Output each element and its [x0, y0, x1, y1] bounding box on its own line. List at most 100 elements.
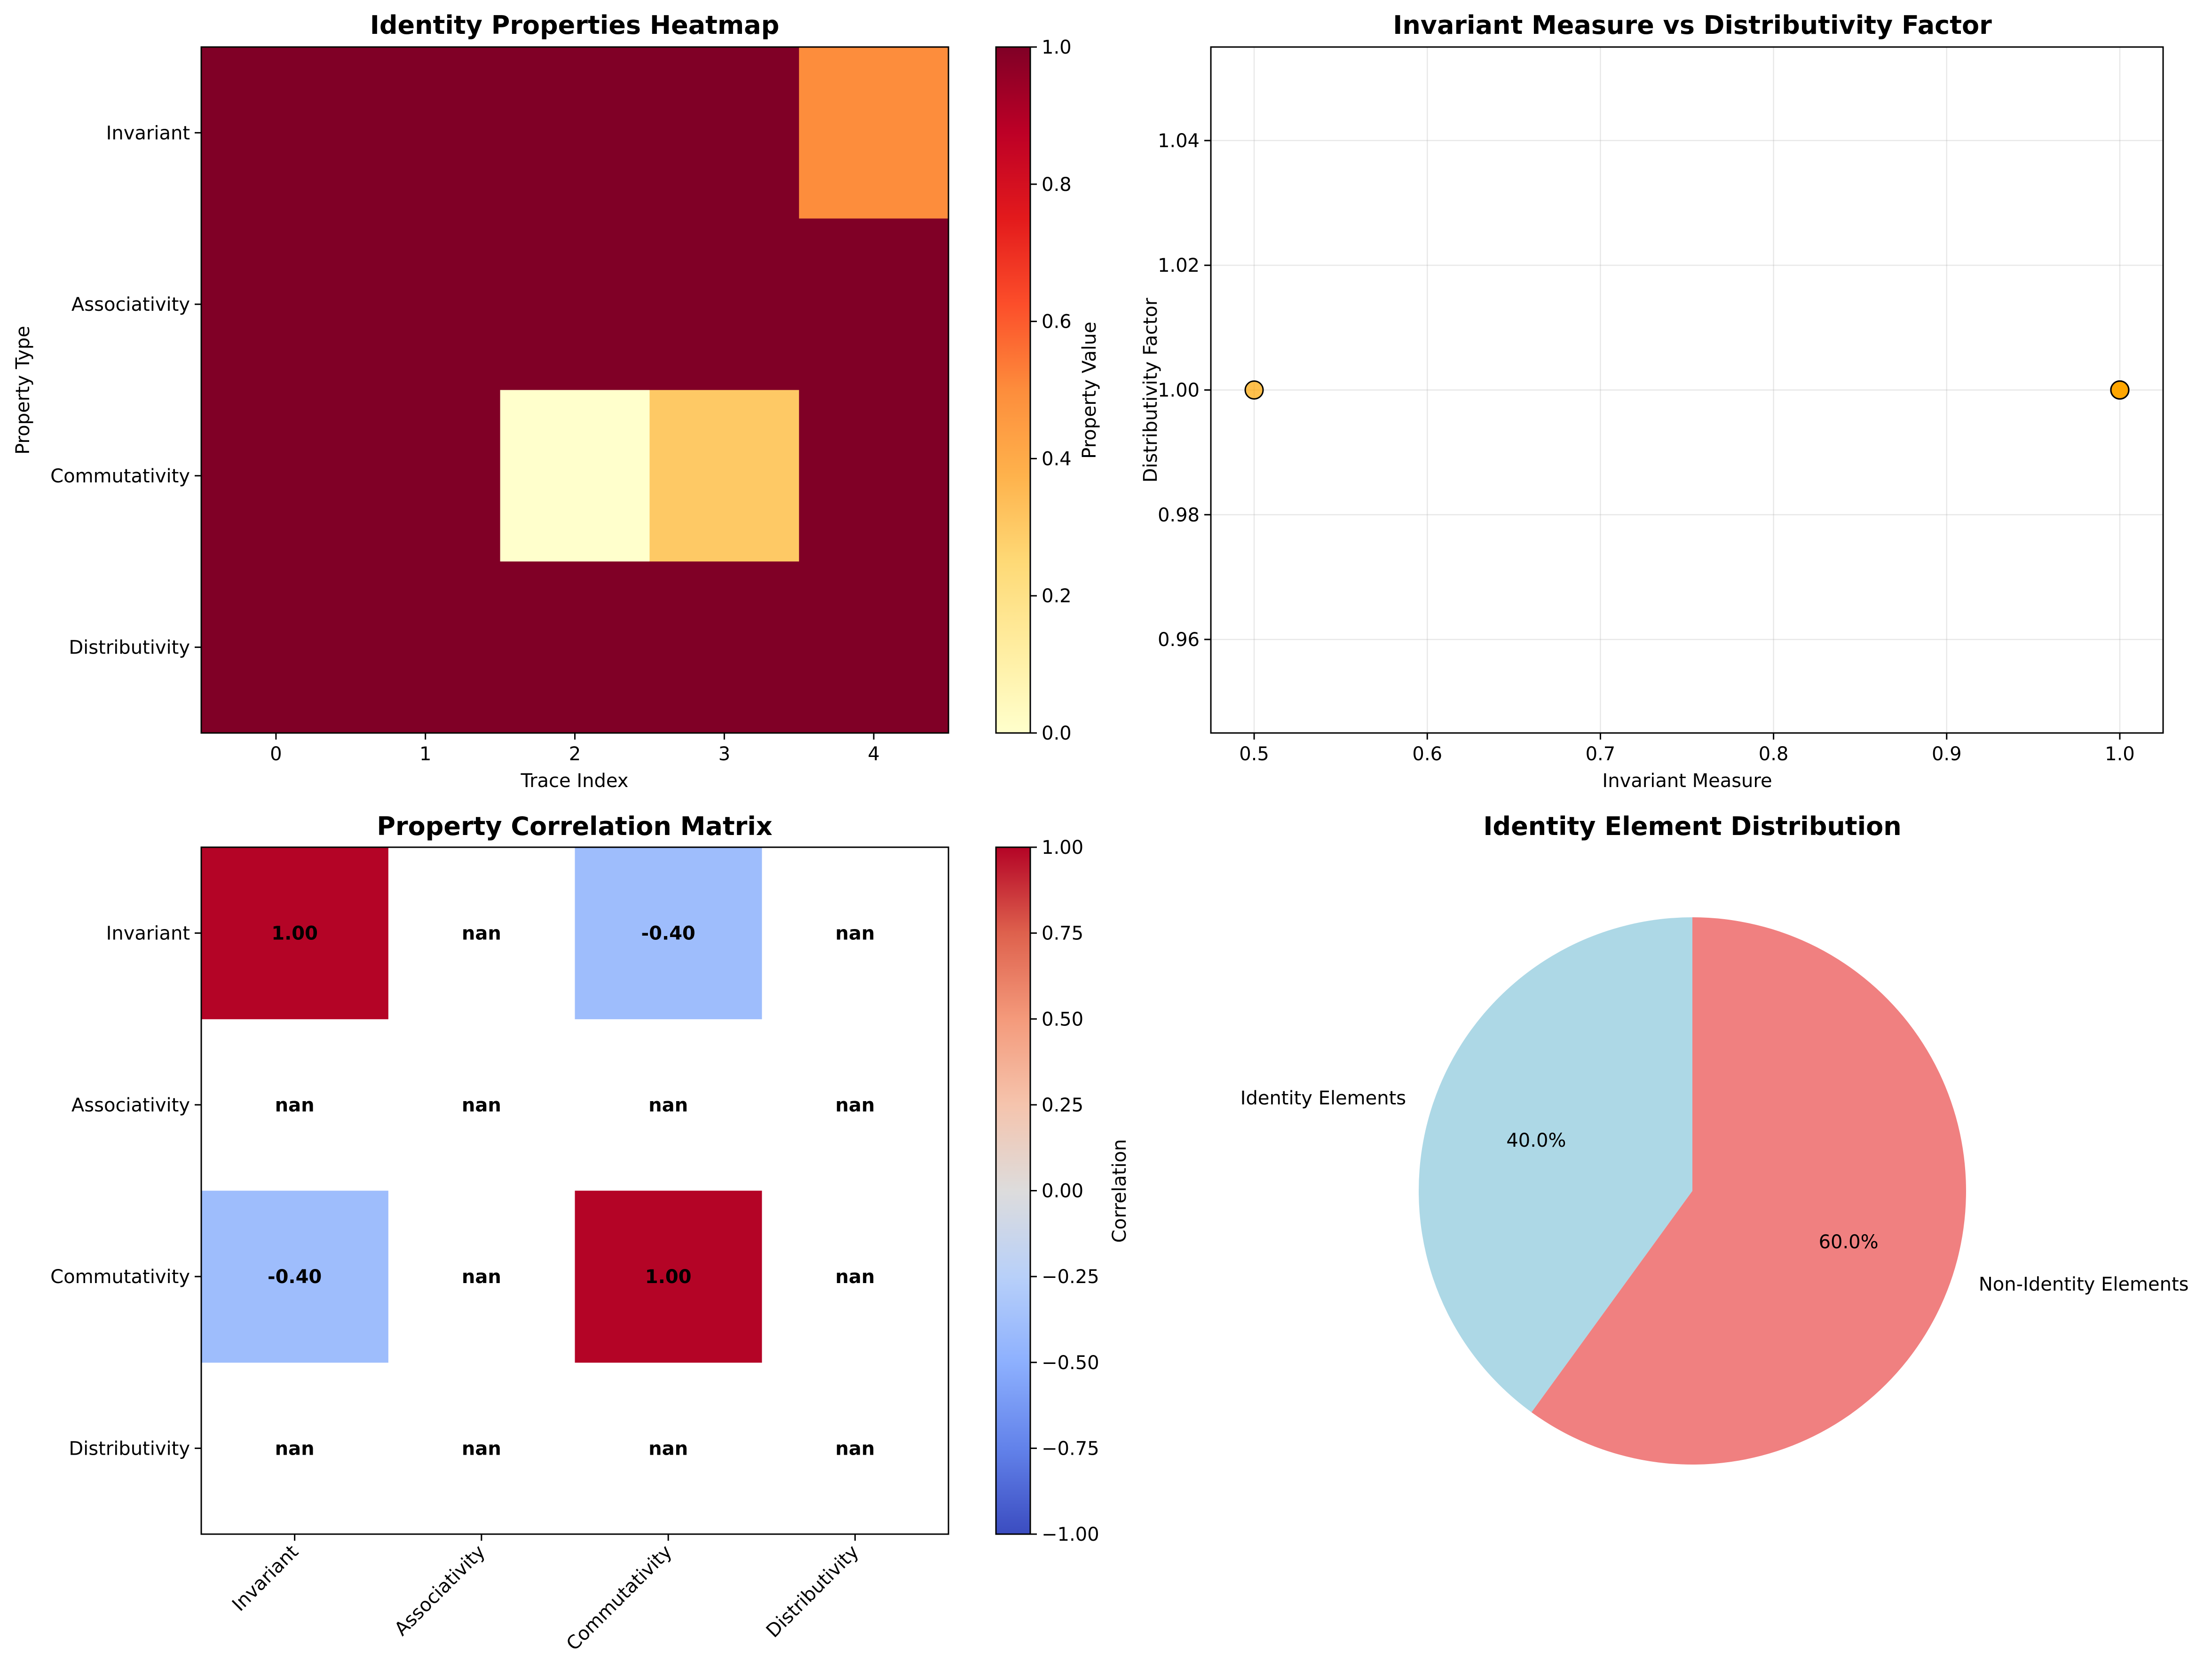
scatter-grid	[1211, 47, 2163, 733]
scatter-y-tick-label: 1.02	[1158, 255, 1200, 276]
heatmap-x-tick-label: 0	[270, 743, 282, 765]
heatmap-y-axis-label: Property Type	[12, 326, 34, 455]
correlation-y-ticks: Invariant Associativity Commutativity Distr…	[50, 923, 201, 1459]
correlation-colorbar-ticks: −1.00 −0.75 −0.50 −0.25 0.00 0.25 0.50 0.75 1.00	[1030, 837, 1099, 1545]
heatmap-cell	[649, 47, 799, 219]
correlation-frame	[200, 846, 949, 1535]
correlation-cell	[201, 847, 388, 1019]
identity-heatmap-panel: Identity Properties Heatmap 0 1 2 3 4 Invari…	[12, 10, 1100, 792]
pie-slice-percent: 40.0%	[1506, 1130, 1566, 1151]
correlation-cell-value: 1.00	[271, 923, 318, 945]
heatmap-cell	[649, 561, 799, 733]
scatter-points	[1244, 380, 2130, 400]
heatmap-cell	[649, 390, 799, 562]
heatmap-cell	[500, 47, 650, 219]
heatmap-title: Identity Properties Heatmap	[370, 10, 780, 40]
heatmap-cell	[201, 561, 351, 733]
scatter-panel: Invariant Measure vs Distributivity Fact…	[1140, 10, 2164, 792]
heatmap-cell	[500, 218, 650, 391]
correlation-x-ticks: Invariant Associativity Commutativity Distr…	[228, 1534, 863, 1655]
heatmap-x-ticks: 0 1 2 3 4	[270, 733, 880, 765]
scatter-y-ticks: 0.96 0.98 1.00 1.02 1.04	[1158, 130, 1211, 651]
correlation-colorbar-tick-label: −0.75	[1042, 1438, 1099, 1459]
pie-slice	[1419, 917, 1692, 1412]
correlation-cell	[575, 847, 762, 1019]
scatter-x-ticks: 0.5 0.6 0.7 0.8 0.9 1.0	[1239, 733, 2135, 765]
heatmap-cell	[500, 561, 650, 733]
heatmap-colorbar-tick-label: 0.0	[1042, 723, 1072, 744]
heatmap-x-tick-label: 2	[569, 743, 581, 765]
pie-labels: Identity Elements 40.0% Non-Identity Eleme…	[1240, 1087, 2189, 1295]
correlation-cell-value: nan	[462, 1095, 501, 1116]
heatmap-cell	[201, 47, 351, 219]
correlation-colorbar-tick-label: 0.25	[1042, 1095, 1083, 1116]
correlation-cell-value: nan	[835, 1438, 875, 1459]
heatmap-y-tick-label: Invariant	[106, 122, 190, 144]
correlation-cell-value: -0.40	[641, 923, 695, 945]
correlation-cell-value: nan	[648, 1095, 688, 1116]
correlation-colorbar-tick-label: −1.00	[1042, 1524, 1099, 1545]
correlation-x-tick-label: Associativity	[390, 1541, 490, 1640]
scatter-x-tick-label: 0.9	[1932, 743, 1962, 765]
heatmap-y-tick-label: Distributivity	[69, 637, 190, 659]
pie-panel: Identity Element Distribution Identity E…	[1240, 811, 2189, 1465]
pie-slice-label: Non-Identity Elements	[1979, 1274, 2189, 1295]
correlation-cell-value: nan	[462, 923, 501, 945]
scatter-y-tick-label: 1.00	[1158, 380, 1200, 402]
scatter-y-tick-label: 0.96	[1158, 629, 1200, 651]
heatmap-cell	[350, 47, 501, 219]
heatmap-cell	[799, 218, 949, 391]
heatmap-cell	[500, 390, 650, 562]
correlation-y-tick-label: Associativity	[71, 1095, 190, 1116]
heatmap-colorbar-tick-label: 0.2	[1042, 585, 1072, 607]
correlation-x-tick-label: Distributivity	[762, 1541, 863, 1642]
correlation-colorbar-tick-label: 1.00	[1042, 837, 1083, 859]
correlation-cell-value: nan	[648, 1438, 688, 1459]
heatmap-cells	[201, 47, 949, 733]
scatter-y-tick-label: 0.98	[1158, 504, 1200, 526]
correlation-colorbar-tick-label: −0.25	[1042, 1266, 1099, 1288]
scatter-point	[2110, 380, 2130, 400]
scatter-x-tick-label: 0.6	[1412, 743, 1442, 765]
scatter-x-tick-label: 1.0	[2105, 743, 2135, 765]
heatmap-cell	[649, 218, 799, 391]
correlation-cell-value: nan	[275, 1095, 315, 1116]
heatmap-cell	[350, 218, 501, 391]
heatmap-x-axis-label: Trace Index	[521, 770, 629, 792]
pie-slice-label: Identity Elements	[1240, 1087, 1406, 1109]
correlation-cell-value: 1.00	[645, 1266, 692, 1288]
heatmap-x-tick-label: 4	[868, 743, 879, 765]
correlation-x-tick-label: Invariant	[228, 1541, 303, 1616]
correlation-cell-value: nan	[462, 1438, 501, 1459]
scatter-y-axis-label: Distributivity Factor	[1140, 298, 1161, 482]
correlation-colorbar-tick-label: 0.50	[1042, 1008, 1083, 1030]
heatmap-colorbar-tick-label: 1.0	[1042, 37, 1072, 58]
correlation-cell-labels: 1.00 nan -0.40 nan nan nan nan nan -0.40 nan 1.00 n…	[268, 923, 875, 1460]
scatter-x-tick-label: 0.7	[1586, 743, 1616, 765]
heatmap-x-tick-label: 1	[419, 743, 431, 765]
pie-slices	[1419, 917, 1966, 1465]
heatmap-y-tick-label: Associativity	[71, 294, 190, 315]
correlation-colorbar-tick-label: 0.00	[1042, 1181, 1083, 1202]
correlation-y-tick-label: Invariant	[106, 923, 190, 945]
correlation-colorbar-tick-label: −0.50	[1042, 1352, 1099, 1374]
scatter-point	[1244, 380, 1264, 400]
scatter-title: Invariant Measure vs Distributivity Fact…	[1393, 10, 1992, 40]
correlation-title: Property Correlation Matrix	[377, 811, 772, 841]
correlation-colorbar	[995, 846, 1031, 1535]
heatmap-cell	[201, 218, 351, 391]
correlation-colorbar-tick-label: 0.75	[1042, 923, 1083, 945]
correlation-cell-value: nan	[835, 1266, 875, 1288]
scatter-x-tick-label: 0.5	[1239, 743, 1269, 765]
heatmap-cell	[799, 390, 949, 562]
heatmap-cell	[799, 561, 949, 733]
pie-slice-percent: 60.0%	[1819, 1231, 1879, 1253]
heatmap-colorbar-label: Property Value	[1079, 322, 1100, 459]
heatmap-cell	[350, 561, 501, 733]
scatter-y-tick-label: 1.04	[1158, 130, 1200, 152]
correlation-cell-value: nan	[835, 923, 875, 945]
heatmap-colorbar-tick-label: 0.4	[1042, 448, 1072, 470]
scatter-x-axis-label: Invariant Measure	[1602, 770, 1772, 792]
heatmap-colorbar	[995, 46, 1031, 734]
correlation-colorbar-label: Correlation	[1109, 1139, 1130, 1243]
